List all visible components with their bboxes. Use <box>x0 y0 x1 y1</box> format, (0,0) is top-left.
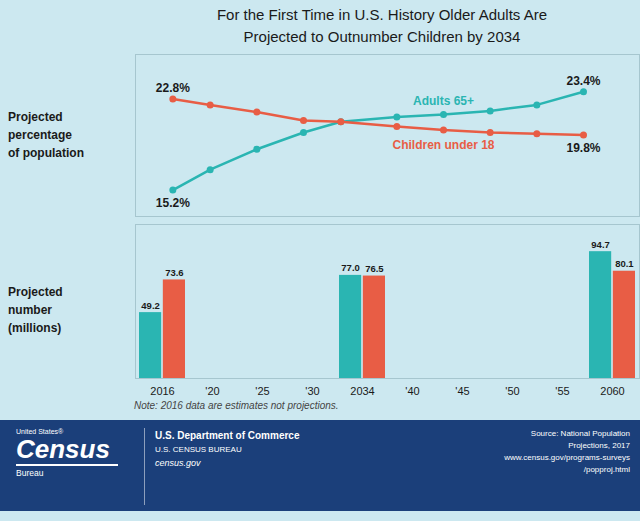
svg-text:94.7: 94.7 <box>591 239 610 250</box>
svg-text:22.8%: 22.8% <box>156 81 190 95</box>
svg-text:Children under 18: Children under 18 <box>392 138 494 152</box>
html-text:Projected percentage of popula: Projected percentage of population <box>8 110 84 160</box>
svg-text:'55: '55 <box>555 385 569 397</box>
html-text:Bureau: Bureau <box>16 467 44 478</box>
svg-text:'30: '30 <box>305 385 319 397</box>
svg-text:Adults 65+: Adults 65+ <box>413 94 474 108</box>
html-text:United States®: United States® <box>16 428 64 435</box>
svg-text:2034: 2034 <box>350 385 374 397</box>
svg-text:15.2%: 15.2% <box>156 196 190 210</box>
html-text:Census: Census <box>16 434 110 464</box>
svg-text:2060: 2060 <box>600 385 624 397</box>
svg-text:73.6: 73.6 <box>165 267 184 278</box>
html-text:census.gov: census.gov <box>155 458 201 468</box>
svg-text:19.8%: 19.8% <box>566 141 600 155</box>
svg-text:80.1: 80.1 <box>615 258 634 269</box>
html-text:U.S. Department of Commerce: U.S. Department of Commerce <box>155 430 300 441</box>
svg-text:'45: '45 <box>455 385 469 397</box>
svg-text:'40: '40 <box>405 385 419 397</box>
html-text:Source: National Population Pr: Source: National Population Projections,… <box>504 429 630 474</box>
svg-text:2016: 2016 <box>150 385 174 397</box>
html-text:U.S. CENSUS BUREAU: U.S. CENSUS BUREAU <box>155 445 242 454</box>
svg-text:'50: '50 <box>505 385 519 397</box>
svg-text:49.2: 49.2 <box>141 300 160 311</box>
html-text:Projected number (millions): Projected number (millions) <box>8 285 63 335</box>
html-text:For the First Time in U.S. His: For the First Time in U.S. History Older… <box>216 6 547 45</box>
svg-text:23.4%: 23.4% <box>566 74 600 88</box>
svg-text:77.0: 77.0 <box>341 262 360 273</box>
svg-text:'20: '20 <box>205 385 219 397</box>
svg-text:76.5: 76.5 <box>365 263 384 274</box>
svg-text:'25: '25 <box>255 385 269 397</box>
html-text:Note: 2016 data are estimates: Note: 2016 data are estimates not projec… <box>134 400 339 411</box>
